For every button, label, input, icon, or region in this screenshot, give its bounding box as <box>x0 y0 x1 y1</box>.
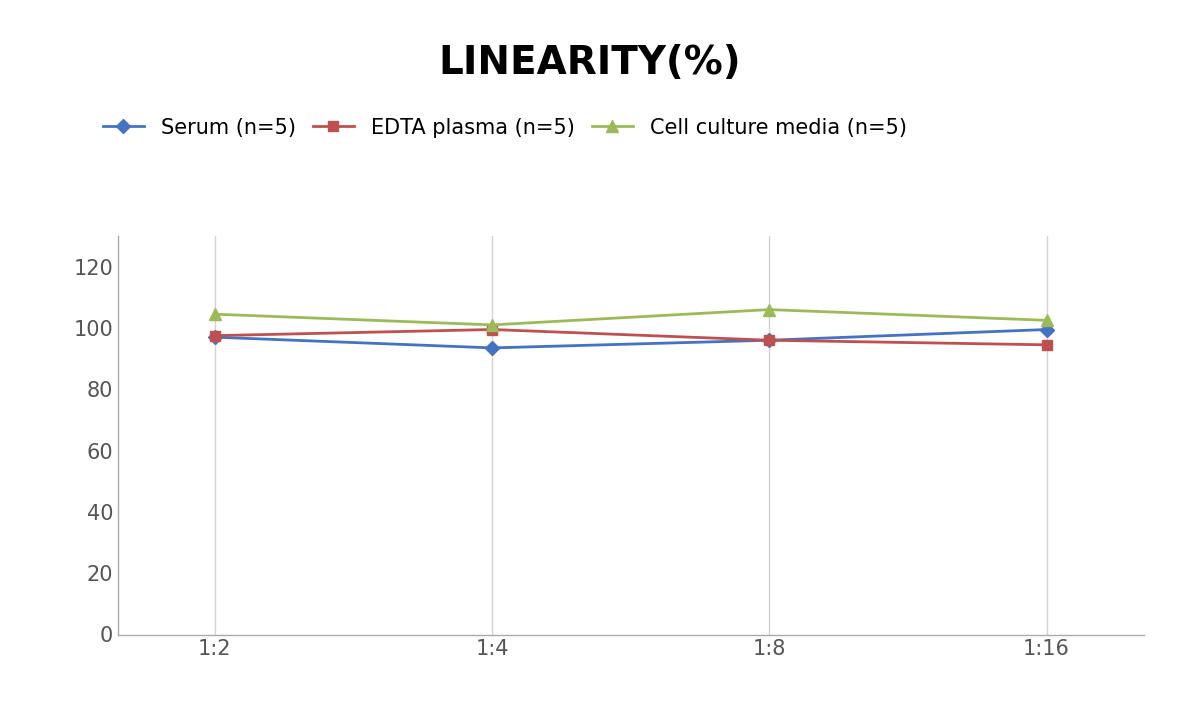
EDTA plasma (n=5) <box>485 325 499 333</box>
Line: Cell culture media (n=5): Cell culture media (n=5) <box>210 304 1052 331</box>
EDTA plasma (n=5) <box>1040 341 1054 349</box>
Cell culture media (n=5) <box>485 321 499 329</box>
Line: EDTA plasma (n=5): EDTA plasma (n=5) <box>210 324 1052 350</box>
Line: Serum (n=5): Serum (n=5) <box>210 324 1052 352</box>
Legend: Serum (n=5), EDTA plasma (n=5), Cell culture media (n=5): Serum (n=5), EDTA plasma (n=5), Cell cul… <box>94 109 915 146</box>
Serum (n=5) <box>208 333 222 341</box>
Cell culture media (n=5) <box>763 305 777 314</box>
Cell culture media (n=5) <box>208 310 222 319</box>
Serum (n=5) <box>1040 325 1054 333</box>
EDTA plasma (n=5) <box>208 331 222 340</box>
Serum (n=5) <box>763 336 777 345</box>
Cell culture media (n=5) <box>1040 316 1054 324</box>
Serum (n=5) <box>485 343 499 352</box>
Text: LINEARITY(%): LINEARITY(%) <box>439 44 740 82</box>
EDTA plasma (n=5) <box>763 336 777 345</box>
